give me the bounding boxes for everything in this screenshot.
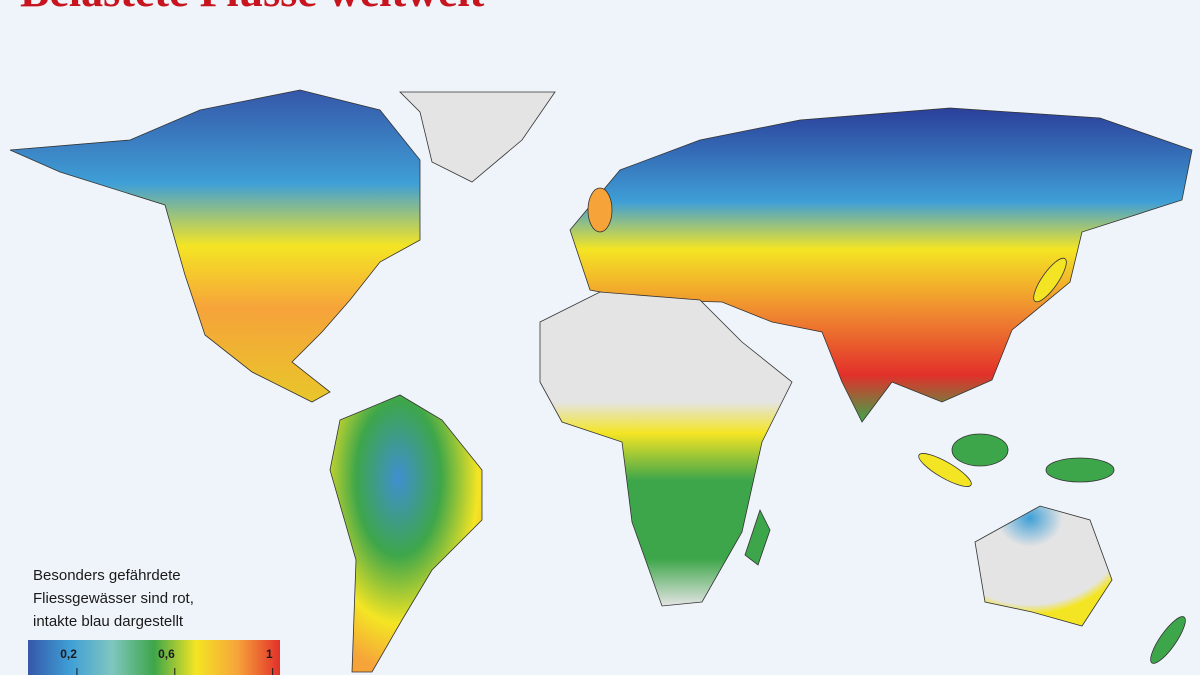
world-map <box>9 89 1193 673</box>
eurasia <box>569 107 1193 423</box>
south-america <box>329 394 483 673</box>
borneo <box>951 433 1009 467</box>
legend-line: intakte blau dargestellt <box>33 613 184 630</box>
tick-label: 1 <box>266 647 273 661</box>
title: Belastete Flüsse weltweit <box>20 0 485 16</box>
new-zealand <box>1150 616 1186 664</box>
north-america <box>9 89 421 403</box>
new-guinea <box>1045 457 1115 483</box>
legend-line: Besonders gefährdete <box>33 567 181 584</box>
sumatra <box>918 453 972 487</box>
legend-line: Fliessgewässer sind rot, <box>33 590 194 607</box>
tick-label: 0,2 <box>60 647 77 661</box>
australia <box>974 505 1113 627</box>
japan <box>1033 257 1067 303</box>
great-britain <box>587 187 613 233</box>
madagascar <box>744 508 771 566</box>
color-bar <box>28 640 280 675</box>
tick-label: 0,6 <box>158 647 175 661</box>
africa <box>539 291 793 607</box>
greenland <box>399 91 556 183</box>
legend: Besonders gefährdete Fliessgewässer sind… <box>28 567 280 675</box>
